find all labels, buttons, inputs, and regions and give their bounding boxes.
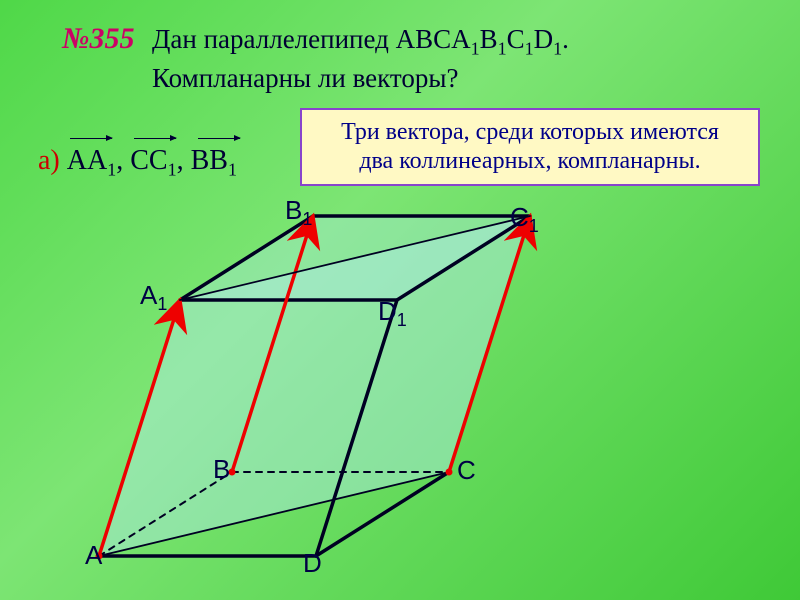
label-A: A (85, 540, 102, 571)
label-A1: A1 (140, 280, 167, 315)
label-D: D (303, 548, 322, 579)
label-C1: C1 (510, 202, 539, 237)
label-B1: B1 (285, 195, 312, 230)
label-B: B (213, 454, 230, 485)
label-D1: D1 (378, 296, 407, 331)
label-C: C (457, 455, 476, 486)
